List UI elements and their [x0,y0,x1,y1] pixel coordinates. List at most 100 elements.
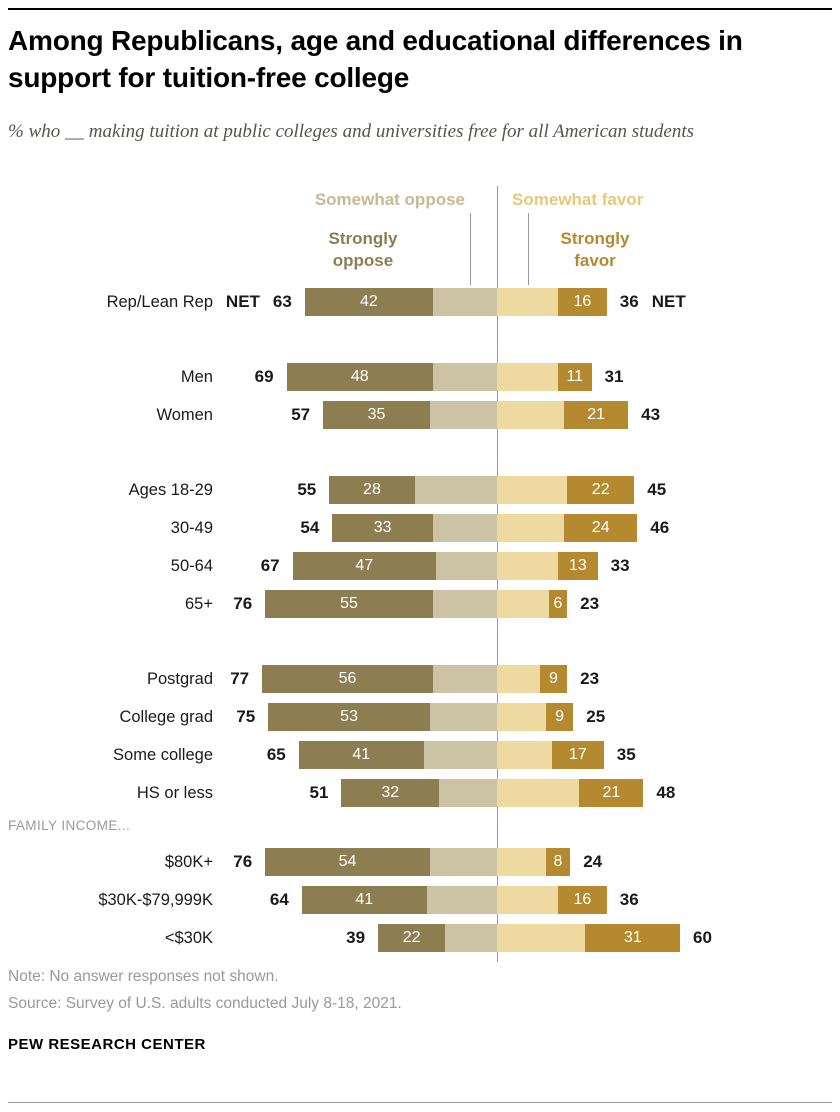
somewhat-oppose-segment [439,779,497,807]
strongly-favor-segment: 22 [567,476,635,504]
row-label: HS or less [136,784,213,802]
net-word-right: NET [651,292,686,311]
strongly-favor-value: 31 [623,929,642,946]
somewhat-favor-segment [497,924,586,952]
chart-row: Women 35 21 57 43 [0,401,840,429]
somewhat-favor-pointer-line [528,213,529,285]
net-favor-value: 45 [647,476,666,504]
net-favor-number: 23 [580,594,600,613]
somewhat-oppose-segment [429,703,497,731]
strongly-favor-segment: 13 [558,552,598,580]
net-favor-value: 48 [656,779,675,807]
chart-row: Ages 18-29 28 22 55 45 [0,476,840,504]
strongly-oppose-value: 54 [338,853,357,870]
strongly-favor-segment: 17 [551,741,604,769]
net-oppose-number: 64 [269,890,289,909]
chart-row: Men 48 11 69 31 [0,363,840,391]
net-favor-value: 31 [605,363,624,391]
strongly-oppose-value: 22 [402,929,421,946]
strongly-oppose-segment: 42 [304,288,433,316]
strongly-oppose-value: 56 [338,670,357,687]
net-favor-value: 43 [641,401,660,429]
net-oppose-value: 57 [0,401,310,429]
oppose-bar: 22 [378,924,497,952]
net-favor-number: 35 [616,745,636,764]
row-label: 30-49 [170,519,213,537]
net-oppose-value: 76 [0,848,252,876]
chart-row: 30-49 33 24 54 46 [0,514,840,542]
net-oppose-number: 76 [233,852,253,871]
favor-bar: 17 [497,741,604,769]
net-oppose-number: 54 [300,518,320,537]
strongly-favor-value: 24 [591,519,610,536]
row-label: Some college [113,746,213,764]
strongly-favor-value: 16 [573,891,592,908]
net-favor-number: 23 [580,669,600,688]
somewhat-favor-segment [497,590,549,618]
strongly-oppose-segment: 41 [301,886,427,914]
net-favor-number: 33 [610,556,630,575]
legend-somewhat-oppose: Somewhat oppose [314,190,465,209]
bottom-rule [8,1102,832,1103]
strongly-favor-value: 22 [591,481,610,498]
net-favor-number: 46 [650,518,670,537]
oppose-bar: 28 [329,476,497,504]
net-oppose-number: 77 [230,669,250,688]
strongly-oppose-segment: 33 [332,514,433,542]
somewhat-favor-segment [497,288,558,316]
strongly-favor-segment: 8 [545,848,571,876]
strongly-favor-segment: 21 [564,401,629,429]
chart-subtitle: % who __ making tuition at public colleg… [8,121,695,142]
oppose-bar: 33 [332,514,497,542]
note-text: Note: No answer responses not shown. [8,968,279,985]
favor-bar: 16 [497,288,607,316]
chart-row: HS or less 32 21 51 48 [0,779,840,807]
net-favor-number: 25 [586,707,606,726]
net-oppose-value: 65 [0,741,286,769]
net-oppose-number: 57 [291,405,311,424]
net-oppose-number: 76 [233,594,253,613]
row-label: Men [180,368,213,386]
somewhat-oppose-segment [432,665,497,693]
net-favor-number: 43 [641,405,661,424]
top-rule [8,8,832,10]
oppose-bar: 41 [301,886,497,914]
oppose-bar: 35 [323,401,497,429]
legend-strongly-favor: Strongly favor [560,229,630,270]
oppose-bar: 42 [304,288,497,316]
net-favor-number: 24 [583,852,603,871]
chart-row: 50-64 47 13 67 33 [0,552,840,580]
strongly-favor-segment: 9 [539,665,568,693]
row-label: Rep/Lean Rep [106,293,213,311]
somewhat-favor-segment [497,476,568,504]
net-favor-number: 60 [693,928,712,947]
net-favor-value: 24 [583,848,602,876]
strongly-favor-value: 21 [587,406,606,423]
row-label: 65+ [185,595,213,613]
net-oppose-value: NET 63 [0,288,292,316]
row-label: Ages 18-29 [128,481,213,499]
somewhat-favor-segment [497,779,580,807]
oppose-bar: 41 [298,741,497,769]
somewhat-oppose-segment [432,514,497,542]
net-oppose-value: 54 [0,514,319,542]
strongly-oppose-value: 35 [367,406,386,423]
legend-somewhat-favor: Somewhat favor [512,190,644,209]
strongly-favor-segment: 16 [558,288,607,316]
net-oppose-value: 55 [0,476,316,504]
net-favor-value: 33 [611,552,630,580]
favor-bar: 31 [497,924,680,952]
row-label: $80K+ [164,853,213,871]
net-oppose-number: 39 [346,928,366,947]
oppose-bar: 54 [265,848,497,876]
strongly-oppose-segment: 22 [378,924,446,952]
strongly-oppose-value: 32 [381,784,400,801]
chart-row: $80K+ 54 8 76 24 [0,848,840,876]
net-oppose-number: 55 [297,480,317,499]
favor-bar: 8 [497,848,571,876]
strongly-favor-segment: 6 [548,590,568,618]
chart-row: College grad 53 9 75 25 [0,703,840,731]
chart-row: Rep/Lean Rep 42 16 NET 63 36 NET [0,288,840,316]
strongly-favor-value: 9 [555,708,564,725]
